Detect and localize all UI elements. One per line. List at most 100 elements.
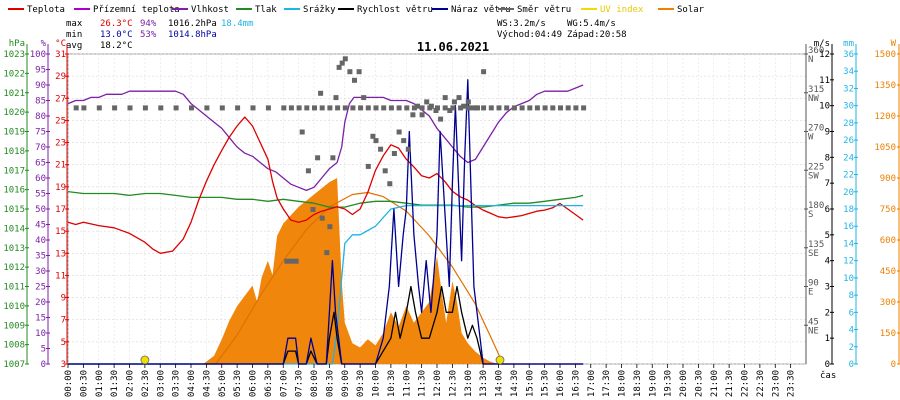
axis-percent-tick-label: 70 — [35, 143, 46, 153]
axis-celsius-tick-label: 7 — [61, 316, 66, 326]
stat-max-temp: 26.3°C — [100, 19, 133, 29]
axis-ms-tick-label: 3 — [825, 283, 830, 293]
wind-direction-point — [335, 105, 341, 111]
x-tick-label: 02:00 — [126, 370, 136, 397]
axis-direction-tick-value: 180 — [808, 201, 824, 211]
axis-percent-tick-label: 65 — [35, 159, 46, 169]
axis-hpa-tick-label: 1018 — [3, 147, 25, 157]
axis-percent-unit: % — [41, 39, 47, 49]
wind-direction-point — [333, 95, 339, 101]
wind-direction-point — [81, 105, 87, 111]
wind-direction-point — [339, 60, 345, 66]
wind-direction-point — [435, 105, 440, 111]
chart-legend: Teplota Přízemní teplota Vlhkost Tlak Srážky… — [8, 5, 705, 15]
wind-direction-point — [293, 258, 299, 264]
axis-direction-tick-value: 360 — [808, 46, 824, 56]
x-tick-label: 23:00 — [771, 370, 781, 397]
x-tick-label: 05:30 — [233, 370, 243, 397]
wind-direction-point — [401, 138, 407, 144]
wind-direction-point — [304, 105, 310, 111]
x-tick-label: 06:30 — [264, 370, 274, 397]
x-tick-label: 07:00 — [279, 370, 289, 397]
axis-celsius-tick-label: 21 — [55, 161, 66, 171]
axis-mm-tick-label: 22 — [843, 171, 854, 181]
axis-hpa-tick-label: 1013 — [3, 244, 25, 254]
axis-direction-tick-label: NW — [808, 94, 819, 104]
axis-percent-tick-label: 45 — [35, 221, 46, 231]
axis-hpa-tick-label: 1012 — [3, 263, 25, 273]
axis-hpa-tick-label: 1015 — [3, 205, 25, 215]
axis-w-tick-label: 1200 — [874, 112, 896, 122]
x-tick-label: 11:30 — [418, 370, 428, 397]
axis-percent-tick-label: 35 — [35, 252, 46, 262]
axis-celsius-tick-label: 5 — [61, 338, 66, 348]
wind-direction-point — [504, 105, 510, 111]
chart-title: 11.06.2021 — [417, 40, 489, 54]
wind-direction-point — [281, 105, 287, 111]
wind-direction-point — [373, 105, 379, 111]
axis-w-tick-label: 1350 — [874, 81, 896, 91]
axis-mm-tick-label: 32 — [843, 84, 854, 94]
axis-hpa-tick-label: 1019 — [3, 128, 25, 138]
axis-direction-tick-value: 270 — [808, 124, 824, 134]
legend-label: Solar — [677, 5, 705, 15]
wind-direction-point — [112, 105, 118, 111]
x-tick-label: 09:30 — [356, 370, 366, 397]
legend-label: UV index — [600, 5, 644, 15]
axis-hpa-tick-label: 1016 — [3, 186, 25, 196]
x-tick-label: 12:00 — [433, 370, 443, 397]
stat-sunset: Západ:20:58 — [567, 30, 627, 40]
axis-celsius-tick-label: 11 — [55, 271, 66, 281]
wind-direction-point — [404, 105, 410, 111]
wind-direction-point — [299, 129, 305, 135]
wind-direction-point — [447, 108, 453, 113]
axis-hpa-tick-label: 1010 — [3, 302, 25, 312]
wind-direction-point — [450, 105, 456, 111]
axis-mm-tick-label: 14 — [843, 239, 854, 249]
x-tick-label: 21:30 — [725, 370, 735, 397]
wind-direction-point — [319, 105, 325, 111]
x-tick-label: 15:00 — [525, 370, 535, 397]
axis-percent-tick-label: 10 — [35, 329, 46, 339]
series-n-raz-v-tru-line — [68, 79, 584, 365]
stat-wg: WG:5.4m/s — [567, 19, 616, 29]
wind-direction-point — [488, 105, 494, 111]
axis-mm-tick-label: 16 — [843, 222, 854, 232]
wind-direction-point — [365, 105, 371, 111]
series-teplota-line — [67, 116, 584, 254]
x-tick-label: 16:00 — [556, 370, 566, 397]
wind-direction-point — [461, 103, 467, 109]
x-tick-label: 16:30 — [571, 370, 581, 397]
axis-celsius-tick-label: 9 — [61, 294, 66, 304]
axis-mm-tick-label: 8 — [849, 291, 854, 301]
wind-direction-point — [378, 146, 384, 152]
wind-direction-point — [381, 105, 387, 111]
wind-direction-point — [424, 99, 430, 105]
axis-celsius-tick-label: 25 — [55, 116, 66, 126]
wind-direction-point — [361, 95, 367, 101]
wind-direction-point — [388, 105, 394, 111]
wind-direction-point — [396, 105, 402, 111]
x-tick-label: 05:00 — [218, 370, 228, 397]
wind-direction-point — [365, 163, 371, 169]
axis-ms-tick-label: 0 — [825, 360, 830, 370]
axis-ms-tick-label: 11 — [819, 76, 830, 86]
x-tick-label: 01:00 — [95, 370, 105, 397]
axis-hpa-tick-label: 1008 — [3, 341, 25, 351]
legend-label: Náraz větru — [451, 5, 511, 15]
x-tick-label: 20:00 — [679, 370, 689, 397]
wind-direction-point — [527, 105, 533, 111]
axis-percent-tick-label: 20 — [35, 298, 46, 308]
wind-direction-point — [288, 105, 294, 111]
wind-direction-point — [451, 99, 457, 105]
axis-percent-tick-label: 80 — [35, 112, 46, 122]
uv-marker — [140, 355, 150, 365]
axis-hpa-tick-label: 1021 — [3, 89, 25, 99]
axis-w-tick-label: 600 — [880, 236, 896, 246]
axis-w-tick-label: 900 — [880, 174, 896, 184]
axis-hpa-tick-label: 1020 — [3, 108, 25, 118]
wind-direction-point — [534, 105, 540, 111]
axis-percent-tick-label: 40 — [35, 236, 46, 246]
wind-direction-point — [189, 105, 194, 111]
stat-max-rain: 18.4mm — [221, 19, 254, 29]
